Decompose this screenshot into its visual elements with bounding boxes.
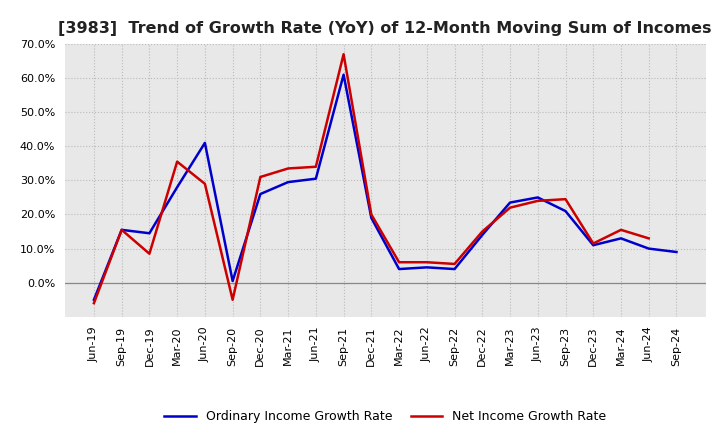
Net Income Growth Rate [173,159,181,164]
Net Income Growth Rate [534,198,542,203]
Ordinary Income Growth Rate [395,266,403,271]
Net Income Growth Rate [423,260,431,265]
Title: [3983]  Trend of Growth Rate (YoY) of 12-Month Moving Sum of Incomes: [3983] Trend of Growth Rate (YoY) of 12-… [58,21,712,36]
Net Income Growth Rate [478,229,487,234]
Net Income Growth Rate [561,197,570,202]
Net Income Growth Rate [589,241,598,246]
Net Income Growth Rate [89,301,98,306]
Ordinary Income Growth Rate [367,215,376,220]
Net Income Growth Rate [145,251,154,257]
Ordinary Income Growth Rate [644,246,653,251]
Net Income Growth Rate [312,164,320,169]
Ordinary Income Growth Rate [173,185,181,190]
Ordinary Income Growth Rate [672,249,681,255]
Ordinary Income Growth Rate [616,236,625,241]
Ordinary Income Growth Rate [256,191,265,197]
Net Income Growth Rate [616,227,625,232]
Ordinary Income Growth Rate [145,231,154,236]
Net Income Growth Rate [201,181,210,187]
Ordinary Income Growth Rate [312,176,320,181]
Net Income Growth Rate [339,51,348,57]
Net Income Growth Rate [367,212,376,217]
Ordinary Income Growth Rate [561,209,570,214]
Net Income Growth Rate [117,227,126,232]
Net Income Growth Rate [450,261,459,267]
Ordinary Income Growth Rate [228,279,237,284]
Ordinary Income Growth Rate [423,265,431,270]
Line: Net Income Growth Rate: Net Income Growth Rate [94,54,649,303]
Ordinary Income Growth Rate [339,72,348,77]
Line: Ordinary Income Growth Rate: Ordinary Income Growth Rate [94,75,677,300]
Net Income Growth Rate [228,297,237,302]
Net Income Growth Rate [644,236,653,241]
Net Income Growth Rate [395,260,403,265]
Ordinary Income Growth Rate [117,227,126,232]
Ordinary Income Growth Rate [450,266,459,271]
Ordinary Income Growth Rate [589,242,598,248]
Net Income Growth Rate [505,205,514,210]
Legend: Ordinary Income Growth Rate, Net Income Growth Rate: Ordinary Income Growth Rate, Net Income … [159,405,611,428]
Ordinary Income Growth Rate [505,200,514,205]
Net Income Growth Rate [284,166,292,171]
Net Income Growth Rate [256,174,265,180]
Ordinary Income Growth Rate [478,232,487,238]
Ordinary Income Growth Rate [284,180,292,185]
Ordinary Income Growth Rate [201,140,210,146]
Ordinary Income Growth Rate [89,297,98,302]
Ordinary Income Growth Rate [534,195,542,200]
